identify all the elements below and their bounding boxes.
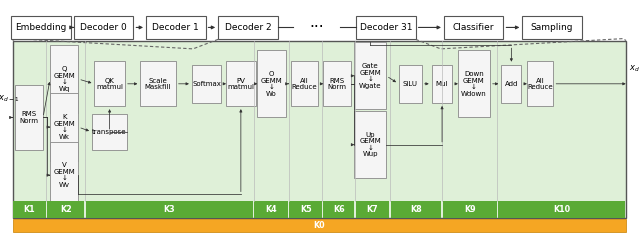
Text: Q
GEMM
↓
Wq: Q GEMM ↓ Wq: [53, 66, 75, 92]
Text: Decoder 2: Decoder 2: [225, 23, 271, 32]
Text: Mul: Mul: [436, 81, 448, 87]
FancyBboxPatch shape: [15, 85, 43, 149]
Text: Add: Add: [505, 81, 518, 87]
Text: K3: K3: [164, 205, 175, 214]
Text: SiLU: SiLU: [403, 81, 418, 87]
FancyBboxPatch shape: [13, 41, 626, 218]
FancyBboxPatch shape: [458, 50, 490, 117]
Text: ···: ···: [310, 20, 324, 35]
FancyBboxPatch shape: [192, 65, 221, 103]
Bar: [390, 201, 442, 218]
Text: O
GEMM
↓
Wo: O GEMM ↓ Wo: [260, 71, 282, 96]
FancyBboxPatch shape: [50, 45, 78, 113]
FancyBboxPatch shape: [355, 42, 386, 109]
Text: K
GEMM
↓
Wk: K GEMM ↓ Wk: [53, 114, 75, 140]
FancyBboxPatch shape: [291, 61, 318, 106]
Bar: [254, 201, 288, 218]
Text: All
Reduce: All Reduce: [292, 78, 317, 90]
FancyBboxPatch shape: [431, 65, 452, 103]
Text: Gate
GEMM
↓
Wgate: Gate GEMM ↓ Wgate: [359, 63, 381, 88]
Text: Classifier: Classifier: [453, 23, 495, 32]
Text: K0: K0: [314, 221, 325, 230]
Text: K8: K8: [410, 205, 422, 214]
Bar: [13, 219, 626, 232]
Bar: [13, 201, 46, 218]
Text: Scale
Maskfill: Scale Maskfill: [145, 78, 172, 90]
Bar: [86, 201, 253, 218]
Text: K2: K2: [60, 205, 72, 214]
Text: transpose: transpose: [92, 129, 127, 135]
Bar: [323, 201, 355, 218]
FancyBboxPatch shape: [94, 61, 125, 106]
Text: Up
GEMM
↓
Wup: Up GEMM ↓ Wup: [360, 132, 381, 157]
FancyBboxPatch shape: [226, 61, 255, 106]
FancyBboxPatch shape: [527, 61, 554, 106]
Text: PV
matmul: PV matmul: [227, 78, 254, 90]
Text: K6: K6: [333, 205, 344, 214]
FancyBboxPatch shape: [522, 16, 582, 39]
Bar: [443, 201, 497, 218]
Bar: [47, 201, 84, 218]
Text: K9: K9: [464, 205, 476, 214]
Text: Decoder 0: Decoder 0: [80, 23, 127, 32]
Text: K7: K7: [367, 205, 378, 214]
Text: Decoder 1: Decoder 1: [152, 23, 199, 32]
FancyBboxPatch shape: [140, 61, 176, 106]
FancyBboxPatch shape: [501, 65, 522, 103]
FancyBboxPatch shape: [11, 16, 70, 39]
FancyBboxPatch shape: [257, 50, 285, 117]
Bar: [498, 201, 625, 218]
FancyBboxPatch shape: [323, 61, 351, 106]
Text: $x_{d-1}$: $x_{d-1}$: [0, 94, 19, 104]
Text: K10: K10: [553, 205, 570, 214]
Text: Embedding: Embedding: [15, 23, 67, 32]
Text: RMS
Norm: RMS Norm: [20, 111, 39, 124]
FancyBboxPatch shape: [74, 16, 133, 39]
FancyBboxPatch shape: [444, 16, 504, 39]
Text: $x_d$: $x_d$: [629, 64, 640, 74]
Text: K1: K1: [24, 205, 35, 214]
Text: K5: K5: [300, 205, 312, 214]
Text: RMS
Norm: RMS Norm: [328, 78, 347, 90]
Text: Sampling: Sampling: [531, 23, 573, 32]
FancyBboxPatch shape: [92, 114, 127, 149]
FancyBboxPatch shape: [218, 16, 278, 39]
Text: All
Reduce: All Reduce: [527, 78, 553, 90]
FancyBboxPatch shape: [355, 111, 386, 178]
Bar: [356, 201, 389, 218]
Text: K4: K4: [266, 205, 277, 214]
FancyBboxPatch shape: [356, 16, 415, 39]
Text: Decoder 31: Decoder 31: [360, 23, 412, 32]
FancyBboxPatch shape: [399, 65, 422, 103]
FancyBboxPatch shape: [146, 16, 205, 39]
Text: Down
GEMM
↓
Wdown: Down GEMM ↓ Wdown: [461, 71, 487, 96]
Text: V
GEMM
↓
Wv: V GEMM ↓ Wv: [53, 162, 75, 188]
Text: Softmax: Softmax: [192, 81, 221, 87]
Text: QK
matmul: QK matmul: [96, 78, 123, 90]
FancyBboxPatch shape: [50, 141, 78, 209]
Bar: [289, 201, 322, 218]
FancyBboxPatch shape: [50, 93, 78, 161]
